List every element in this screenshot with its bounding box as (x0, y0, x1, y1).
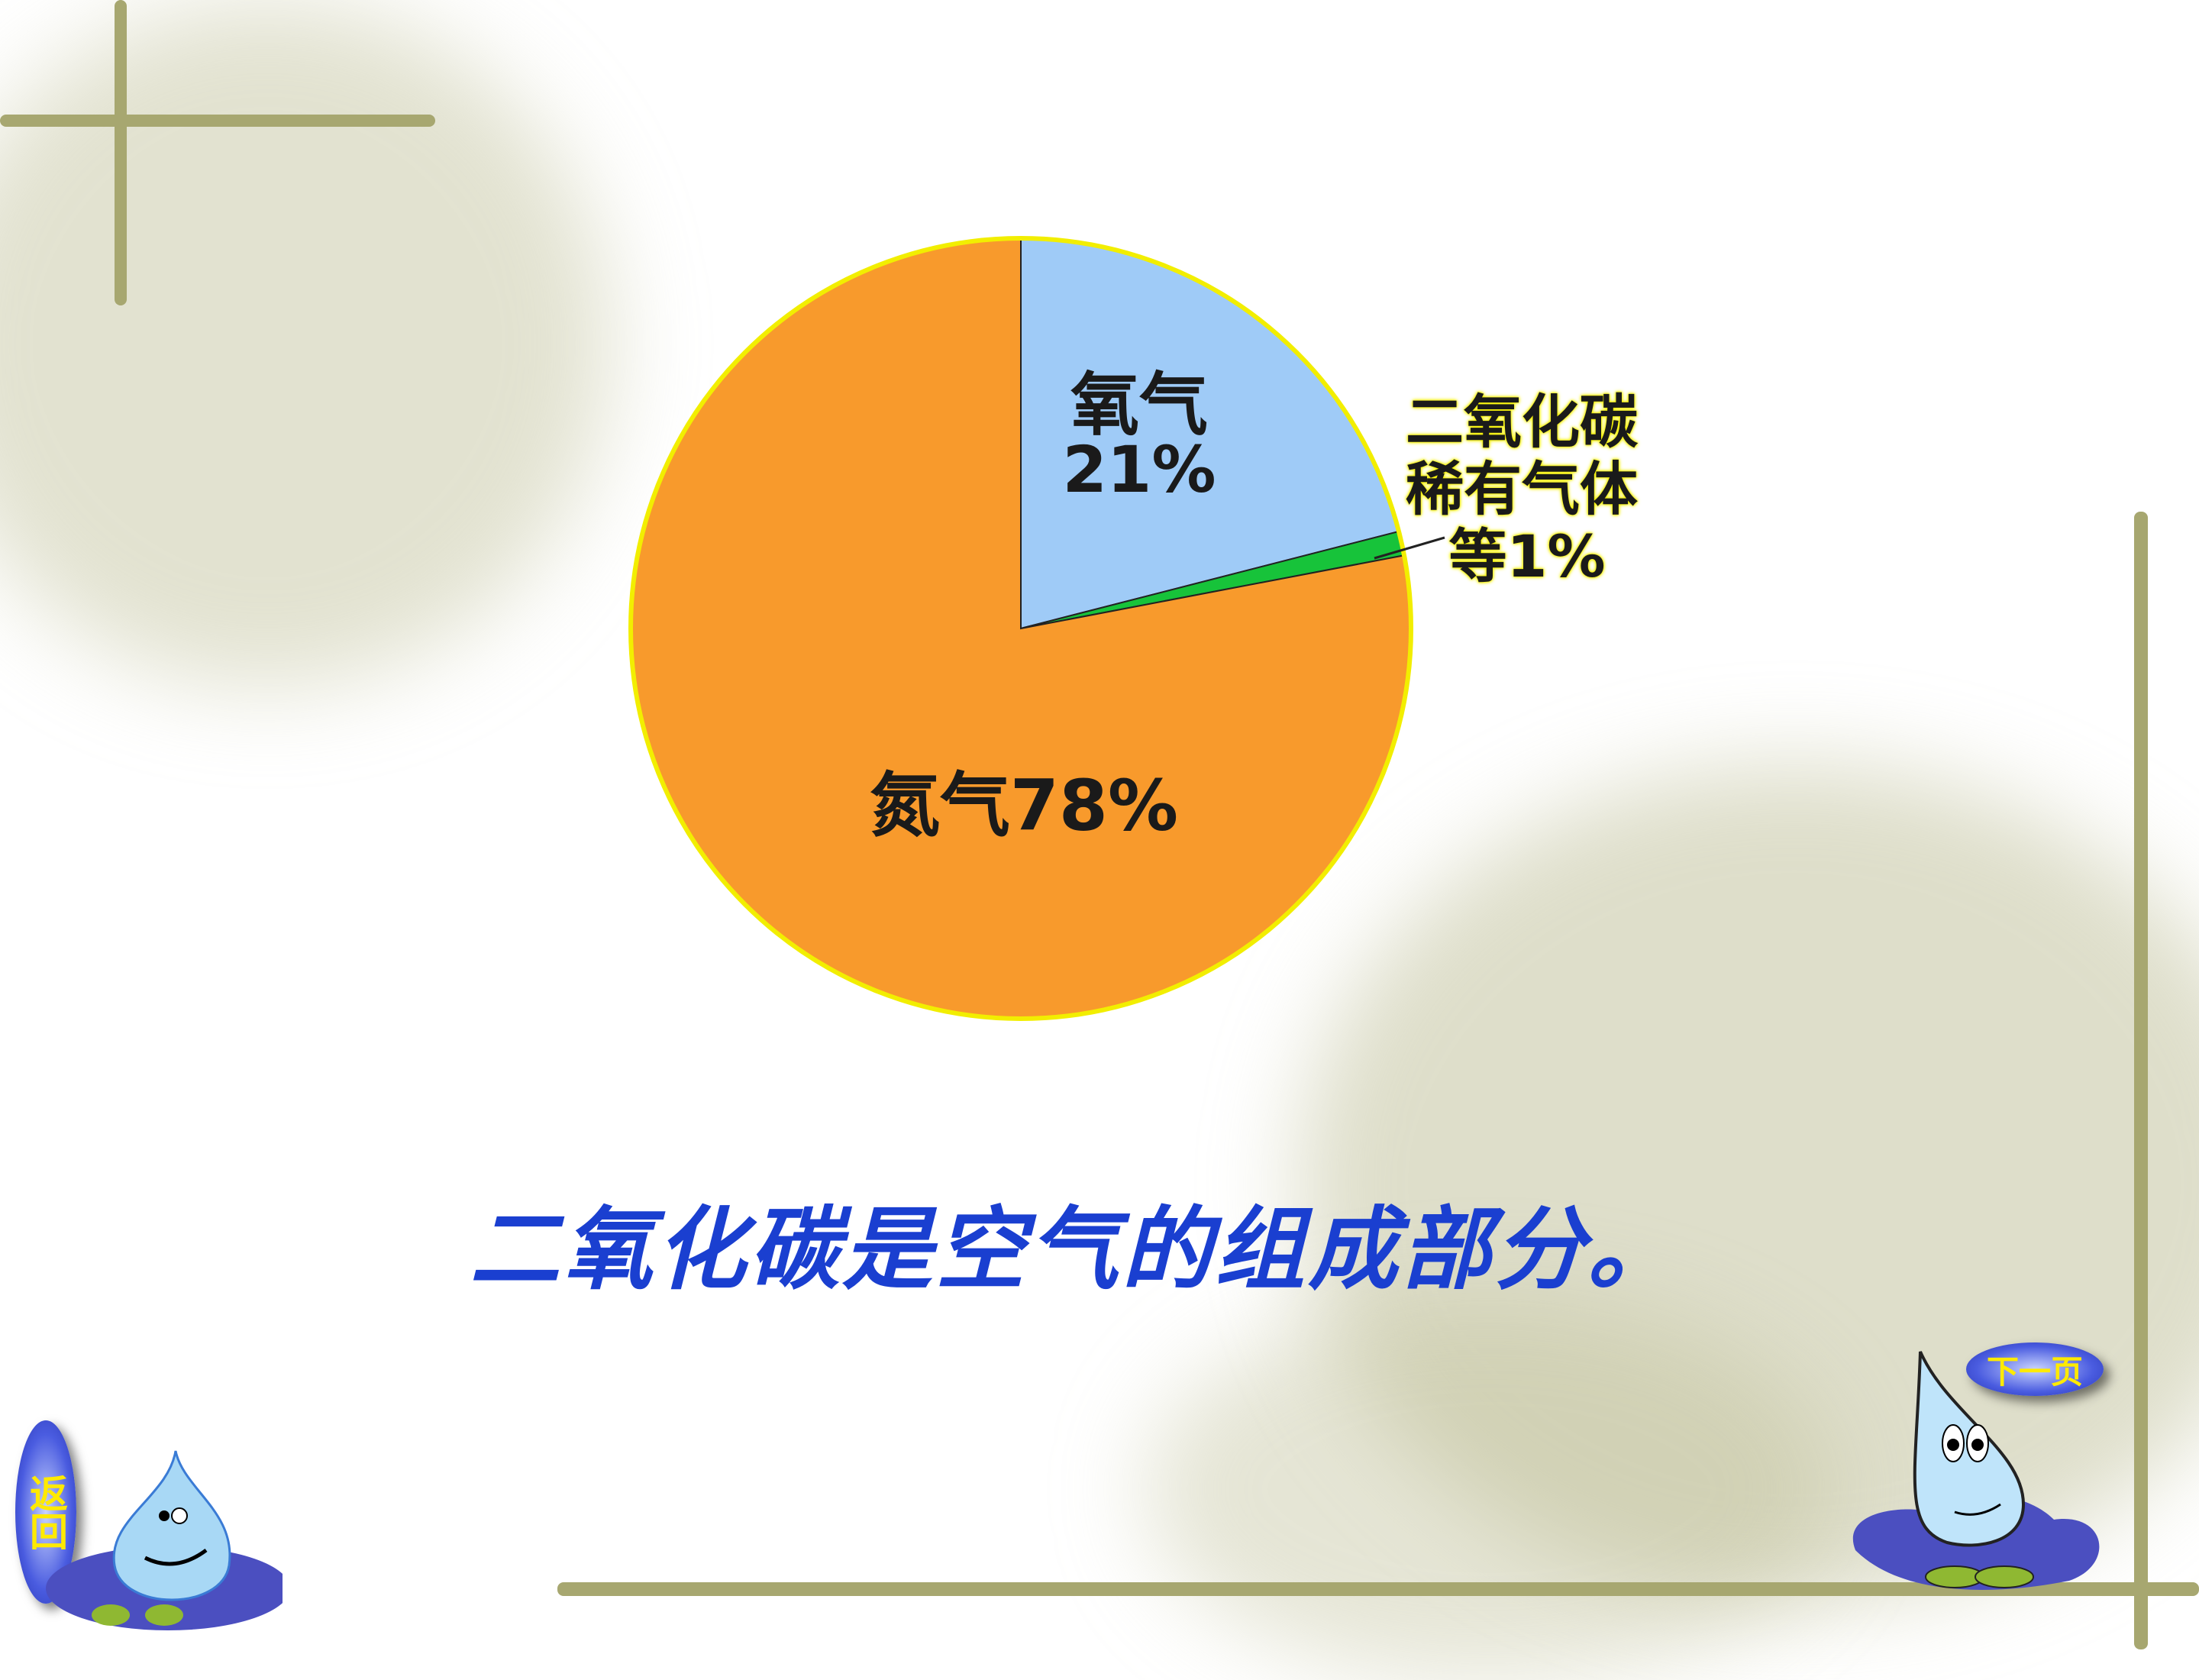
next-page-pill: 下一页 (1966, 1342, 2104, 1396)
other-gases-label-line3: 等1% (1448, 522, 1606, 590)
bamboo-frame-top-left-vertical (115, 0, 127, 305)
background-blotch (1145, 1298, 1832, 1680)
bamboo-frame-bottom-horizontal (557, 1582, 2199, 1596)
back-button[interactable]: 返回 (15, 1420, 283, 1642)
back-button-pill: 返回 (15, 1420, 76, 1604)
pie-outline (628, 236, 1413, 1021)
other-gases-label-line2: 稀有气体 (1406, 455, 1638, 523)
water-drop-mascot-icon (46, 1450, 283, 1630)
oxygen-label: 氧气 (1070, 365, 1208, 445)
bamboo-frame-top-left-horizontal (0, 115, 435, 127)
caption-text: 二氧化碳是空气的组成部分。 (470, 1197, 1681, 1302)
next-page-label: 下一页 (1986, 1352, 2083, 1391)
other-gases-label-line1: 二氧化碳 (1406, 388, 1638, 456)
bamboo-frame-right-vertical (2134, 512, 2148, 1649)
next-page-button[interactable]: 下一页 (1840, 1321, 2123, 1604)
leader-line (1374, 536, 1445, 560)
background-blotch (1298, 764, 2199, 1604)
nitrogen-label: 氮气78% (869, 764, 1179, 847)
water-drop-mascot-icon (1852, 1351, 2100, 1590)
oxygen-percent-label: 21% (1062, 432, 1216, 507)
back-button-label: 返回 (24, 1474, 68, 1550)
